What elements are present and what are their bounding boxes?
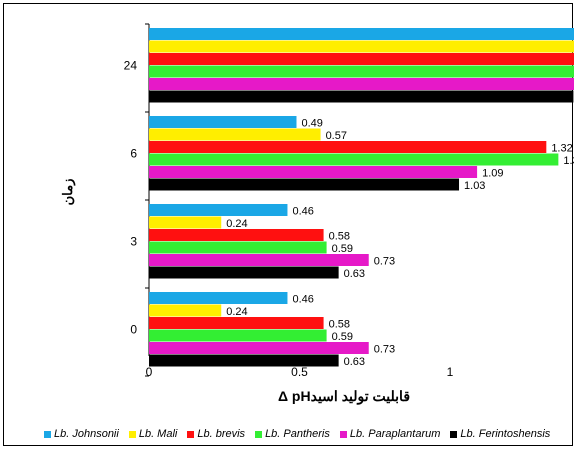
bar-lb-johnsonii-3	[149, 204, 288, 216]
data-label: 0.46	[292, 293, 313, 305]
data-label: 0.24	[226, 306, 247, 318]
data-label: 0.58	[329, 318, 350, 330]
data-label: 1.36	[563, 155, 574, 167]
legend: Lb. Johnsonii Lb. Mali Lb. brevis Lb. Panth…	[44, 428, 550, 440]
data-label: 0.63	[344, 356, 365, 368]
bar-lb-paraplantarum-0	[149, 342, 369, 354]
data-label: 1.09	[482, 167, 503, 179]
bar-lb-johnsonii-6	[149, 116, 297, 128]
bar-lb-mali-0	[149, 304, 222, 317]
x-tick-label: 0.5	[291, 365, 308, 379]
legend-label: Lb. brevis	[197, 428, 246, 440]
category-label: 3	[130, 235, 137, 249]
data-label: 0.46	[292, 205, 313, 217]
legend-item: Lb. Paraplantarum	[339, 428, 441, 440]
legend-label: Lb. Paraplantarum	[349, 428, 441, 440]
legend-item: Lb. Johnsonii	[44, 428, 119, 440]
bar-lb-pantheris-6	[149, 153, 559, 166]
x-tick-label: 0	[146, 365, 153, 379]
bar-lb-brevis-0	[149, 317, 324, 329]
bar-lb-paraplantarum-3	[149, 254, 369, 266]
category-label: 6	[130, 147, 137, 161]
legend-swatch	[339, 430, 347, 438]
legend-swatch	[255, 430, 263, 438]
bar-lb-mali-6	[149, 128, 321, 141]
chart-frame: 1.421.591.851.81.931.41240.490.571.321.3…	[3, 3, 574, 446]
y-axis-title: زمان	[60, 179, 76, 206]
data-label: 0.59	[332, 331, 353, 343]
legend-swatch	[128, 430, 136, 438]
data-label: 0.73	[374, 255, 395, 267]
data-label: 0.49	[301, 117, 322, 129]
data-label: 0.24	[226, 218, 247, 230]
legend-label: Lb. Mali	[138, 428, 178, 440]
bar-lb-pantheris-0	[149, 329, 327, 342]
category-label: 24	[124, 59, 138, 73]
bar-lb-mali-24	[149, 40, 574, 53]
legend-item: Lb. Mali	[128, 428, 178, 440]
legend-item: Lb. Ferintoshensis	[450, 428, 550, 440]
bar-lb-johnsonii-24	[149, 28, 574, 40]
data-label: 0.63	[344, 268, 365, 280]
legend-swatch	[187, 430, 195, 438]
data-label: 1.32	[551, 142, 572, 154]
bar-lb-brevis-3	[149, 229, 324, 241]
x-tick-label: 1	[447, 365, 454, 379]
data-label: 0.73	[374, 343, 395, 355]
bar-lb-brevis-6	[149, 141, 547, 153]
bar-lb-johnsonii-0	[149, 292, 288, 304]
bar-lb-brevis-24	[149, 53, 574, 65]
bar-chart: 1.421.591.851.81.931.41240.490.571.321.3…	[60, 23, 574, 405]
legend-item: Lb. brevis	[187, 428, 245, 440]
category-label: 0	[130, 323, 137, 337]
data-label: 0.58	[329, 230, 350, 242]
data-label: 0.57	[326, 130, 347, 142]
bar-lb-ferintoshensis-3	[149, 266, 339, 279]
legend-label: Lb. Johnsonii	[54, 428, 119, 440]
bar-lb-pantheris-24	[149, 65, 574, 78]
data-label: 1.03	[464, 180, 485, 192]
legend-swatch	[44, 430, 51, 438]
bar-lb-ferintoshensis-6	[149, 178, 460, 191]
legend-label: Lb. Ferintoshensis	[460, 428, 551, 440]
data-label: 0.59	[332, 243, 353, 255]
bar-lb-paraplantarum-6	[149, 166, 478, 178]
bar-lb-pantheris-3	[149, 241, 327, 254]
legend-item: Lb. Pantheris	[255, 428, 330, 440]
x-axis-title: Δ pHقابلیت تولید اسید	[278, 388, 410, 405]
bar-lb-mali-3	[149, 216, 222, 229]
legend-label: Lb. Pantheris	[265, 428, 330, 440]
bar-lb-ferintoshensis-24	[149, 90, 574, 103]
legend-swatch	[450, 430, 458, 438]
bar-lb-ferintoshensis-0	[149, 354, 339, 367]
bar-lb-paraplantarum-24	[149, 78, 574, 90]
